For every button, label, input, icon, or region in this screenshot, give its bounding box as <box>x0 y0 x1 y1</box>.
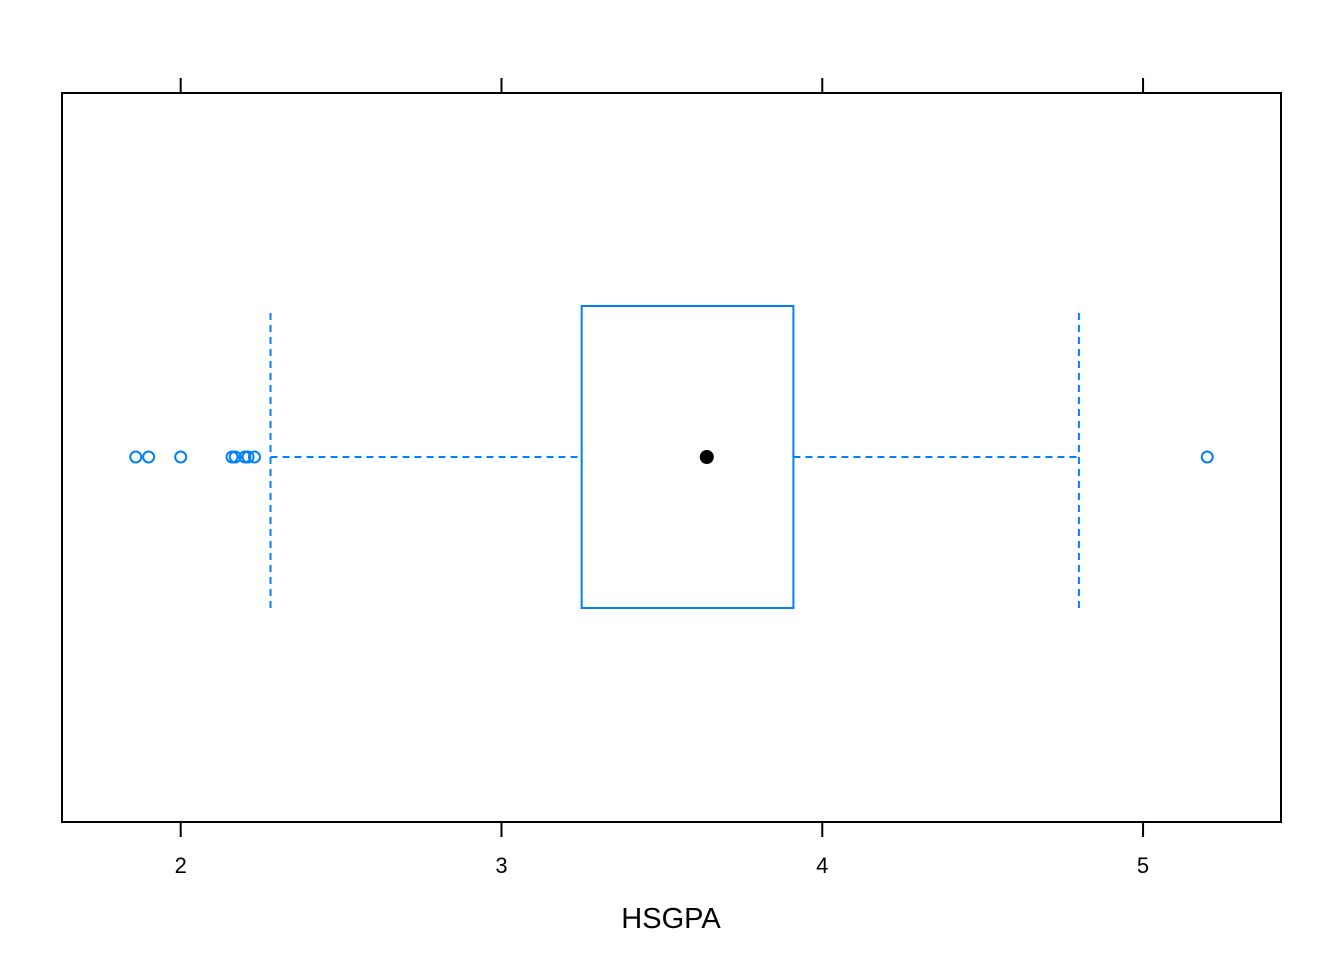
axis-ticks: 2 3 4 5 <box>175 78 1149 878</box>
x-axis-title: HSGPA <box>621 903 721 935</box>
x-tick-label: 3 <box>495 853 507 878</box>
x-tick-label: 2 <box>175 853 187 878</box>
outlier-point <box>129 450 143 464</box>
iqr-box <box>580 305 795 609</box>
outlier-point <box>142 450 156 464</box>
outlier-point <box>1200 450 1214 464</box>
plot-frame <box>61 92 1282 823</box>
outlier-point <box>247 450 261 464</box>
outlier-point <box>241 450 255 464</box>
outlier-point <box>228 450 242 464</box>
x-tick-label: 5 <box>1137 853 1149 878</box>
plot-marks <box>129 305 1214 610</box>
outlier-point <box>174 450 188 464</box>
x-tick-label: 4 <box>816 853 828 878</box>
median-point <box>699 450 714 464</box>
